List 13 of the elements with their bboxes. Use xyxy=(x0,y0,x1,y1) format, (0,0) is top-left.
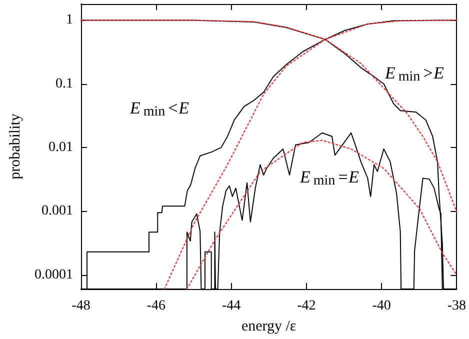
y-tick-label: 0.01 xyxy=(48,140,73,156)
x-tick-label: -46 xyxy=(146,298,166,314)
y-tick-label: 1 xyxy=(66,12,73,28)
x-tick-label: -42 xyxy=(297,298,316,314)
x-tick-label: -38 xyxy=(447,298,466,314)
y-axis-title: probability xyxy=(8,113,24,180)
x-tick-label: -40 xyxy=(372,298,391,314)
y-tick-label: 0.0001 xyxy=(34,267,73,282)
y-tick-label: 0.1 xyxy=(56,76,73,92)
x-axis-title: energy /ε xyxy=(241,318,296,334)
x-tick-label: -48 xyxy=(72,298,90,314)
x-tick-label: -44 xyxy=(222,298,241,314)
y-tick-label: 0.001 xyxy=(42,204,73,219)
